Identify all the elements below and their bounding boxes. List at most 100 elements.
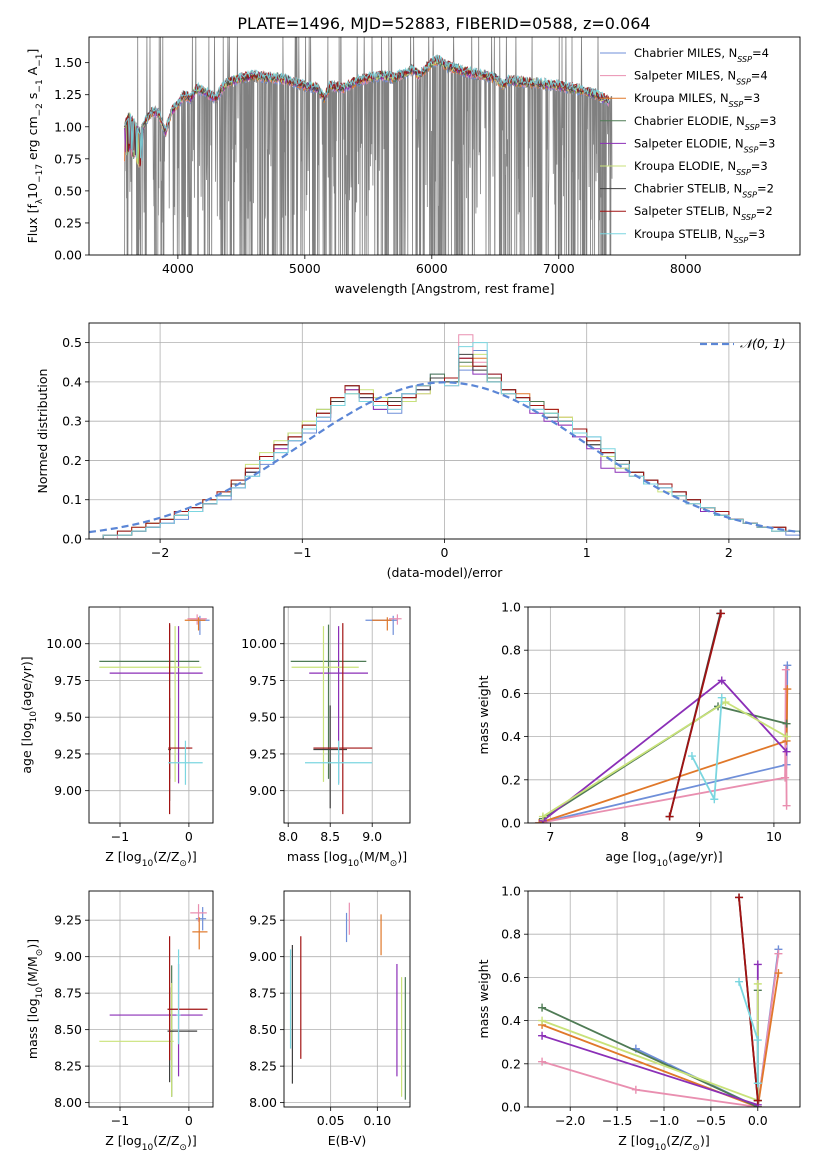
weight-marker xyxy=(753,979,762,988)
y-axis-label: Flux [fλ10−17 erg cm−2 s−1 A−1] xyxy=(25,49,45,244)
y-axis-label: mass weight xyxy=(476,675,491,754)
legend-label: Salpeter MILES, NSSP=4 xyxy=(634,69,768,87)
y-tick-label: 8.50 xyxy=(54,1022,82,1037)
x-tick-label: −1.0 xyxy=(649,1113,679,1128)
weight-marker xyxy=(538,812,547,821)
x-tick-label: 0.05 xyxy=(317,1113,345,1128)
mass-weight-vs-age-panel: 7 8 9 10 0.0 0.2 0.4 0.6 0.8 1.0 age [log10(age/yr… xyxy=(476,600,801,869)
x-tick-label: 8 xyxy=(621,829,629,844)
weight-marker xyxy=(721,698,730,707)
x-tick-label: 8000 xyxy=(670,261,702,276)
plot-area xyxy=(99,904,208,1097)
y-tick-label: 0.4 xyxy=(501,1013,521,1028)
x-axis-label: Z [log10(Z/Z⊙)] xyxy=(105,1133,196,1153)
gaussian-curve xyxy=(89,381,800,534)
plot-area xyxy=(535,609,792,823)
y-tick-label: 9.25 xyxy=(249,913,277,928)
weight-marker xyxy=(753,1036,762,1045)
plot-area xyxy=(289,902,406,1100)
y-tick-label: 9.75 xyxy=(54,673,82,688)
weight-marker xyxy=(783,685,792,694)
weight-marker xyxy=(753,1096,762,1105)
y-tick-label: 0.00 xyxy=(54,248,82,263)
y-tick-label: 9.00 xyxy=(249,949,277,964)
legend-label: Salpeter ELODIE, NSSP=3 xyxy=(634,136,775,154)
y-tick-label: 0.2 xyxy=(62,453,82,468)
y-tick-label: 0.8 xyxy=(501,927,521,942)
weight-marker xyxy=(783,661,792,670)
plot-area xyxy=(124,37,613,255)
y-axis-label: mass [log10(M/M⊙)] xyxy=(25,939,45,1059)
y-tick-label: 0.1 xyxy=(62,492,82,507)
weight-line-kroupa-elodie xyxy=(541,983,759,1102)
weight-line-salpeter-elodie xyxy=(541,964,759,1107)
weight-line-chabrier-elodie xyxy=(541,990,759,1107)
y-tick-label: 0.75 xyxy=(54,151,82,166)
axes-frame xyxy=(88,36,801,256)
y-tick-label: 0.50 xyxy=(54,183,82,198)
y-tick-label: 0.0 xyxy=(62,532,82,547)
y-tick-label: 0.2 xyxy=(501,1056,521,1071)
x-tick-label: 2 xyxy=(725,545,733,560)
weight-marker xyxy=(538,1057,547,1066)
y-tick-label: 0.8 xyxy=(501,643,521,658)
figure-title: PLATE=1496, MJD=52883, FIBERID=0588, z=0… xyxy=(237,14,650,33)
legend-label: Chabrier MILES, NSSP=4 xyxy=(634,46,769,64)
y-tick-label: 0.3 xyxy=(62,414,82,429)
axes-frame xyxy=(283,890,411,1108)
y-tick-label: 0.4 xyxy=(62,374,82,389)
weight-marker xyxy=(753,960,762,969)
plot-area xyxy=(290,614,402,815)
weight-line-salpeter-stelib xyxy=(738,897,759,1101)
weight-marker xyxy=(774,949,783,958)
y-tick-label: 8.00 xyxy=(249,1095,277,1110)
y-tick-label: 1.50 xyxy=(54,55,82,70)
residual-histogram-panel: −2 −1 0 1 2 0.0 0.1 0.2 0.3 0.4 0.5 (data-model)/er… xyxy=(35,322,801,580)
x-tick-label: 0 xyxy=(185,1113,193,1128)
x-tick-label: 7000 xyxy=(543,261,575,276)
weight-line-chabrier-elodie xyxy=(542,705,787,820)
x-tick-label: 5000 xyxy=(289,261,321,276)
x-axis-label: Z [log10(Z/Z⊙)] xyxy=(618,1133,709,1153)
weight-marker xyxy=(631,1085,640,1094)
x-axis-label: E(B-V) xyxy=(328,1133,367,1148)
mass-weight-vs-metallicity-panel: −2.0 −1.5 −1.0 −0.5 0.0 0.0 0.2 0.4 0.6 0.8 1.0 Z [… xyxy=(476,884,801,1153)
weight-line-salpeter-miles xyxy=(541,953,780,1107)
x-axis-label: age [log10(age/yr)] xyxy=(605,849,722,869)
y-tick-label: 1.0 xyxy=(501,600,521,615)
weight-marker xyxy=(710,795,719,804)
plot-area xyxy=(538,893,783,1107)
age-vs-metallicity-panel: −1 0 9.00 9.25 9.50 9.75 10.00 Z [log10(Z/Z⊙)] a… xyxy=(19,606,214,869)
weight-marker xyxy=(687,752,696,761)
y-tick-label: 10.00 xyxy=(241,636,277,651)
y-tick-label: 0.4 xyxy=(501,729,521,744)
model-spectrum-kroupa-stelib xyxy=(124,54,610,161)
y-tick-label: 9.25 xyxy=(54,746,82,761)
x-tick-label: 1 xyxy=(583,545,591,560)
x-tick-label: 0 xyxy=(441,545,449,560)
age-vs-mass-panel: 8.0 8.5 9.0 9.00 9.25 9.50 9.75 10.00 mass [log1… xyxy=(241,606,411,869)
legend: 𝒩(0, 1) xyxy=(700,336,786,351)
x-tick-label: 9 xyxy=(695,829,703,844)
x-axis-label: Z [log10(Z/Z⊙)] xyxy=(105,849,196,869)
observed-spectrum xyxy=(124,37,613,255)
weight-marker xyxy=(782,747,791,756)
legend-label: Chabrier ELODIE, NSSP=3 xyxy=(634,114,776,132)
x-tick-label: −2 xyxy=(151,545,169,560)
y-tick-label: 9.25 xyxy=(249,746,277,761)
y-tick-label: 0.5 xyxy=(62,335,82,350)
y-tick-label: 8.00 xyxy=(54,1095,82,1110)
x-tick-label: −1 xyxy=(111,829,129,844)
weight-marker xyxy=(717,609,726,618)
y-tick-label: 8.75 xyxy=(54,986,82,1001)
weight-marker xyxy=(665,812,674,821)
y-tick-label: 8.25 xyxy=(249,1059,277,1074)
weight-marker xyxy=(782,719,791,728)
x-tick-label: 0.10 xyxy=(363,1113,391,1128)
legend-label: Kroupa STELIB, NSSP=3 xyxy=(634,227,765,245)
legend-label: Chabrier STELIB, NSSP=2 xyxy=(634,182,774,200)
plot-area xyxy=(89,334,800,539)
x-axis-label: mass [log10(M/M⊙)] xyxy=(287,849,407,869)
weight-marker xyxy=(782,732,791,741)
